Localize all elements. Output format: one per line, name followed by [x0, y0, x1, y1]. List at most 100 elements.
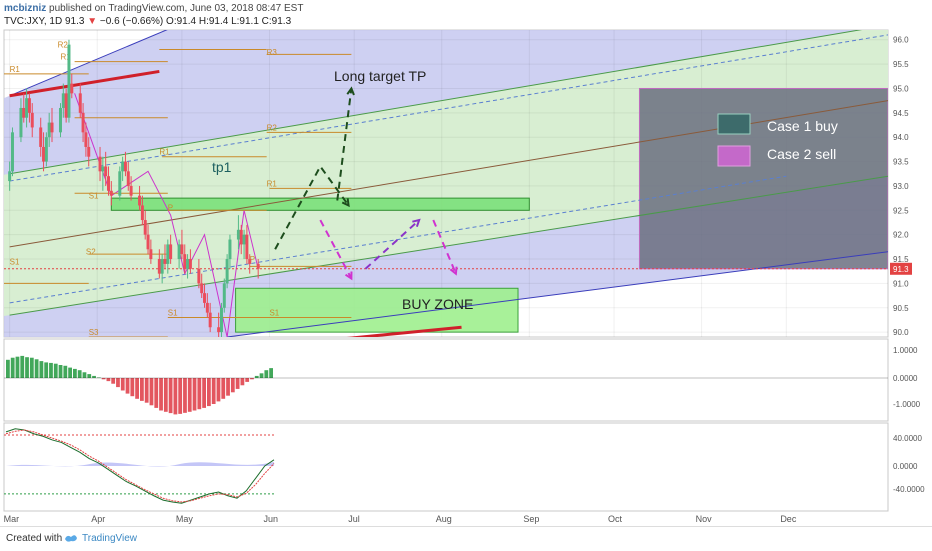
pivot-label: R3: [267, 48, 278, 57]
macd-tick: 1.0000: [893, 346, 918, 355]
price-tick: 90.0: [893, 328, 909, 337]
candle-body: [106, 176, 110, 191]
case2-swatch: [717, 145, 751, 167]
candle-body: [87, 146, 91, 157]
macd-bar: [39, 361, 44, 378]
candle-body: [121, 161, 125, 172]
macd-bar: [130, 378, 135, 397]
macd-bar: [68, 367, 72, 378]
candle-body: [104, 166, 108, 177]
candle-body: [101, 166, 105, 172]
tp1-label: tp1: [212, 159, 232, 175]
candle-body: [166, 244, 170, 264]
macd-bar: [154, 378, 159, 408]
candle-body: [222, 283, 226, 308]
candle-body: [197, 268, 201, 284]
arrow-head: [346, 86, 355, 96]
candle-body: [39, 127, 43, 147]
pivot-label: R1: [60, 53, 71, 62]
macd-bar: [230, 378, 235, 393]
line-upper-dash: [9, 34, 888, 182]
candle-body: [140, 205, 144, 221]
candle-body: [236, 229, 240, 240]
line-outer-channel-top: [9, 30, 863, 175]
footer: Created with TradingView: [0, 526, 932, 551]
macd-bar: [216, 378, 221, 402]
osc-tick: -40.0000: [893, 485, 925, 494]
candle-body: [64, 93, 68, 118]
macd-bar: [25, 357, 29, 378]
candle-body: [205, 302, 209, 313]
last-price-badge: [890, 262, 912, 275]
candle-body: [30, 112, 34, 128]
time-tick: Jun: [263, 514, 278, 524]
symbol-line: TVC:JXY, 1D 91.3 ▼ −0.6 (−0.66%) O:91.4 …: [4, 16, 291, 27]
macd-bar: [49, 362, 53, 378]
candle-body: [160, 259, 164, 274]
candle-body: [219, 307, 223, 333]
publish-info: published on TradingView.com, June 03, 2…: [46, 3, 304, 14]
candle-body: [70, 83, 74, 94]
candle-body: [186, 259, 190, 269]
price-tick: 90.5: [893, 304, 909, 313]
candle-body: [242, 234, 246, 245]
tradingview-brand[interactable]: TradingView: [82, 533, 138, 544]
macd-bar: [58, 365, 63, 378]
candle-body: [109, 190, 113, 196]
author-name[interactable]: mcbizniz: [4, 3, 47, 14]
price-change: −0.6 (−0.66%): [99, 16, 164, 27]
candle-body: [149, 249, 153, 260]
candle-body: [183, 254, 187, 269]
line-outer-channel-bottom: [9, 175, 888, 316]
line-lower-dash: [9, 175, 787, 304]
macd-bar: [183, 378, 187, 413]
osc-d-line: [5, 429, 275, 503]
time-tick: Mar: [4, 514, 20, 524]
macd-bar: [144, 378, 149, 403]
osc-k-line: [5, 428, 275, 504]
pivot-label: S1: [168, 309, 178, 318]
price-tick: 92.5: [893, 206, 909, 215]
macd-bar: [101, 378, 106, 380]
macd-bar: [10, 357, 15, 378]
path-magenta-up: [364, 219, 420, 270]
macd-bar: [20, 355, 25, 378]
macd-bar: [120, 378, 125, 391]
macd-bar: [44, 362, 49, 378]
macd-bar: [254, 375, 259, 378]
price-tick: 94.5: [893, 109, 909, 118]
macd-bar: [73, 368, 77, 378]
candle-body: [180, 244, 184, 255]
price-tick: 91.5: [893, 255, 909, 264]
candle-body: [10, 132, 14, 172]
macd-bar: [159, 378, 163, 411]
arrow-head: [449, 266, 458, 276]
pivot-label: S2: [86, 248, 96, 257]
macd-bar: [250, 378, 254, 380]
time-tick: Nov: [696, 514, 713, 524]
macd-bar: [202, 378, 206, 408]
buy-zone: [235, 287, 519, 333]
case1-label: Case 1 buy: [767, 118, 838, 134]
pivot-label: S1: [269, 309, 279, 318]
macd-bar: [235, 378, 240, 389]
price-tick: 91.0: [893, 279, 909, 288]
macd-bar: [15, 356, 20, 378]
candle-body: [208, 312, 212, 328]
candle-body: [248, 259, 252, 264]
candle-body: [138, 195, 142, 206]
candle-body: [157, 259, 161, 274]
macd-bar: [259, 373, 264, 378]
publish-line: mcbizniz published on TradingView.com, J…: [4, 3, 303, 14]
chart-header: mcbizniz published on TradingView.com, J…: [0, 0, 932, 30]
down-arrow-icon: ▼: [87, 16, 98, 27]
line-outer-bottom: [227, 251, 888, 337]
chart-canvas[interactable]: R2 R1 R1 R3 R2 R1 R1 S1 P S2 S1 P S1 S1 S3 Long target …: [0, 0, 932, 526]
macd-bar: [207, 378, 211, 407]
candle-body: [228, 239, 232, 260]
pivot-label: P: [250, 255, 255, 264]
pivot-label: R1: [159, 148, 170, 157]
time-tick: May: [176, 514, 194, 524]
tradingview-logo-icon: [65, 535, 77, 542]
macd-bar: [116, 378, 120, 388]
